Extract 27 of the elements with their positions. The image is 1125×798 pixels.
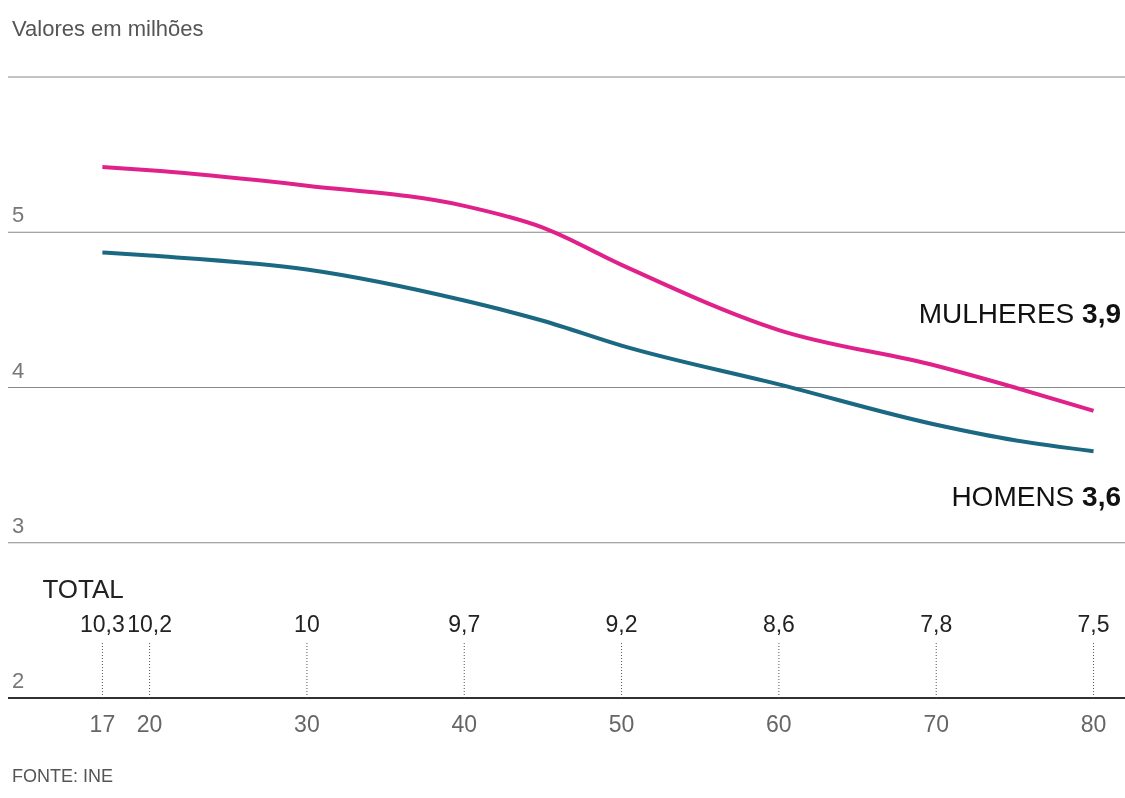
x-tick-label: 30 bbox=[294, 711, 320, 737]
source-note: FONTE: INE bbox=[12, 766, 114, 786]
series-label: MULHERES bbox=[918, 297, 1075, 329]
x-tick-label: 17 bbox=[89, 711, 116, 737]
x-tick-label: 80 bbox=[1080, 711, 1107, 737]
annotation: TOTAL bbox=[42, 574, 124, 604]
x-tick-label: 20 bbox=[136, 711, 163, 737]
annotation: 8,6 bbox=[762, 611, 795, 637]
y-tick-label: 2 bbox=[12, 668, 25, 693]
x-tick-label: 60 bbox=[766, 711, 792, 737]
annotation: 10,2 bbox=[127, 611, 172, 637]
y-tick-label: 4 bbox=[12, 357, 25, 383]
annotation: 9,2 bbox=[605, 611, 638, 637]
y-tick-label: 3 bbox=[12, 512, 25, 538]
data-label: 3,6 bbox=[1074, 481, 1121, 513]
annotation: 7,5 bbox=[1077, 611, 1110, 637]
series-label: HOMENS bbox=[951, 481, 1075, 513]
x-tick-label: 50 bbox=[608, 711, 635, 737]
annotation: 10,3 bbox=[80, 611, 125, 637]
annotation: 10 bbox=[294, 611, 320, 637]
y-tick-label: 5 bbox=[12, 202, 25, 228]
annotation: 9,7 bbox=[448, 611, 481, 637]
annotation: 7,8 bbox=[920, 611, 953, 637]
x-tick-label: 70 bbox=[923, 711, 950, 737]
y-axis-title: Valores em milhões bbox=[12, 16, 204, 41]
data-label: 3,9 bbox=[1074, 297, 1121, 329]
x-tick-label: 40 bbox=[451, 711, 478, 737]
